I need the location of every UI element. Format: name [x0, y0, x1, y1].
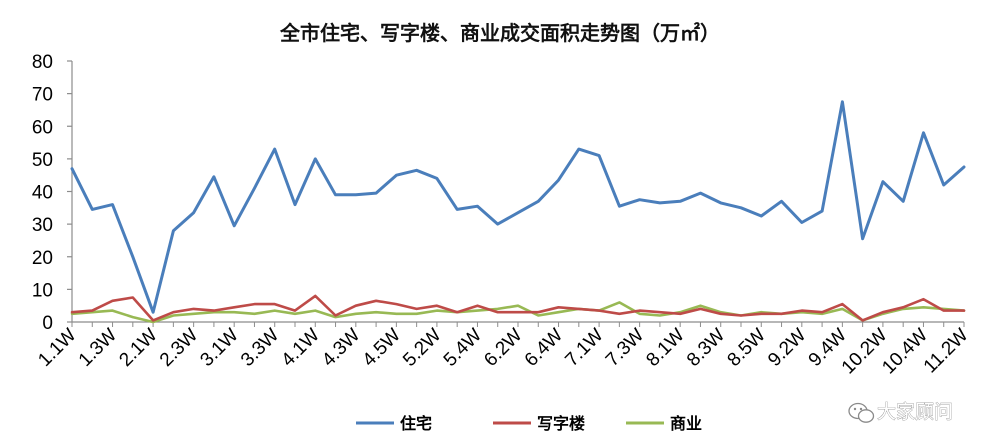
x-tick-label: 7.1W: [561, 325, 607, 371]
x-tick-label: 8.3W: [683, 325, 729, 371]
x-tick-label: 4.3W: [318, 325, 364, 371]
x-tick-label: 1.3W: [75, 325, 121, 371]
x-tick-label: 2.3W: [156, 325, 202, 371]
y-tick-label: 80: [32, 52, 53, 73]
x-tick-label: 4.5W: [359, 325, 405, 371]
x-tick-label: 3.3W: [237, 325, 283, 371]
y-tick-label: 40: [32, 183, 53, 204]
legend-label: 住宅: [400, 414, 432, 433]
y-tick-label: 20: [32, 248, 53, 269]
x-tick-label: 8.5W: [724, 325, 770, 371]
x-tick-label: 10.2W: [838, 325, 892, 379]
x-tick-label: 3.1W: [197, 325, 243, 371]
y-tick-label: 10: [32, 280, 53, 301]
x-tick-label: 5.4W: [440, 325, 486, 371]
x-tick-label: 6.4W: [521, 325, 567, 371]
x-tick-label: 5.2W: [399, 325, 445, 371]
y-tick-label: 70: [32, 85, 53, 106]
x-tick-label: 7.3W: [602, 325, 648, 371]
x-axis: 1.1W1.3W2.1W2.3W3.1W3.3W4.1W4.3W4.5W5.2W…: [34, 321, 973, 379]
x-tick-label: 1.1W: [34, 325, 80, 371]
x-tick-label: 11.2W: [920, 325, 973, 378]
y-tick-label: 50: [32, 150, 53, 171]
series-line-commercial: [70, 301, 966, 324]
x-tick-label: 10.4W: [878, 325, 932, 379]
x-tick-label: 2.1W: [115, 325, 161, 371]
y-tick-label: 30: [32, 215, 53, 236]
series-line-office: [70, 294, 966, 322]
y-tick-label: 0: [42, 313, 53, 334]
x-tick-label: 8.1W: [643, 325, 689, 371]
y-tick-label: 60: [32, 117, 53, 138]
legend-label: 商业: [670, 414, 702, 433]
y-axis: 0 10 20 30 40 50 60 70 80: [32, 52, 73, 334]
legend-label: 写字楼: [537, 414, 585, 433]
watermark-text: 大家顾问: [877, 401, 953, 423]
wechat-icon: [848, 402, 875, 423]
x-tick-label: 6.2W: [480, 325, 526, 371]
watermark: 大家顾问: [848, 401, 953, 423]
series-layer: [70, 100, 966, 324]
legend: 住宅 写字楼 商业: [356, 414, 702, 433]
series-line-residential: [70, 100, 966, 314]
chart-title: 全市住宅、写字楼、商业成交面积走势图（万㎡）: [279, 21, 720, 45]
x-tick-label: 4.1W: [278, 325, 324, 371]
x-tick-label: 9.2W: [764, 325, 810, 371]
